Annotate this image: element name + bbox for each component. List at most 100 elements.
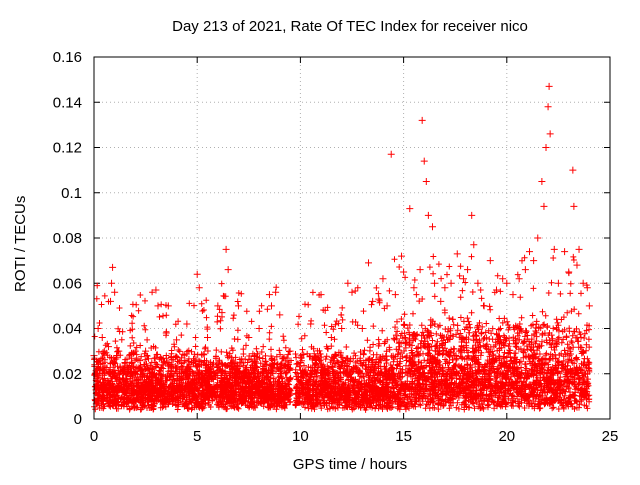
data-point [468,211,476,219]
data-point [400,268,408,276]
data-point [111,288,119,296]
data-point [410,284,418,292]
data-point [369,297,377,305]
data-point [499,275,507,283]
data-point [224,266,232,274]
data-point [526,248,534,256]
x-tick-label: 10 [292,428,309,445]
y-tick-label: 0.14 [53,94,82,111]
data-point [509,291,517,299]
data-point [486,257,494,265]
data-point-cloud [91,253,593,413]
data-point [550,245,558,253]
grid [94,57,610,419]
data-point-spikes [91,253,591,377]
data-point [534,234,542,242]
data-point [109,263,117,271]
data-point [569,166,577,174]
data-point [406,205,414,213]
data-point [530,257,538,265]
data-point [441,284,449,292]
data-point [515,275,523,283]
data-point [542,144,550,151]
data-point [538,177,546,185]
chart-title: Day 213 of 2021, Rate Of TEC Index for r… [172,18,528,35]
data-point [585,302,593,310]
data-point [327,334,335,342]
data-point [94,325,102,332]
data-point [193,270,201,278]
y-tick-label: 0.08 [53,230,82,247]
data-point [544,103,552,111]
y-tick-label: 0.12 [53,140,82,157]
data-point [98,334,106,342]
data-point [420,157,428,165]
data-point [272,288,280,296]
data-point [358,325,366,332]
y-tick-label: 0.02 [53,366,82,383]
data-point [459,275,467,283]
data-point [579,279,587,287]
data-point [234,302,242,310]
data-point [422,177,430,185]
data-point [561,248,569,256]
x-tick-label: 5 [193,428,201,445]
data-point [379,275,387,283]
x-tick-label: 25 [602,428,619,445]
data-point [447,279,455,287]
data-point [521,266,529,274]
data-point [464,266,472,274]
data-point [255,325,263,332]
data-point [108,279,116,287]
x-axis-label: GPS time / hours [292,456,408,473]
data-point [268,302,276,310]
data-point [152,286,160,294]
x-tick-label: 15 [395,428,412,445]
y-tick-label: 0.16 [53,49,82,66]
data-point [338,325,346,332]
data-point [431,279,439,287]
data-point [424,211,432,219]
data-points [90,82,593,413]
plot-frame [93,56,611,420]
y-tick-label: 0.04 [53,321,82,338]
data-point [428,223,436,231]
data-point [545,82,553,90]
data-point [573,261,581,269]
data-point [375,295,383,303]
data-point [503,279,511,287]
y-tick-label: 0 [74,411,82,428]
data-point [265,291,273,299]
y-tick-label: 0.06 [53,275,82,292]
data-point [474,279,482,287]
y-tick-label: 0.1 [61,185,82,202]
data-point [365,259,373,267]
data-point [470,241,478,249]
data-point [183,320,191,328]
data-point [453,250,461,258]
data-point [416,266,424,274]
y-axis-label: ROTI / TECUs [12,195,29,292]
data-point [391,291,399,299]
data-point [154,302,162,310]
data-point [348,288,356,296]
data-point [214,302,222,310]
data-point [418,116,426,124]
data-point [173,336,181,344]
data-point [222,245,230,253]
data-point [570,202,578,210]
x-tick-label: 0 [90,428,98,445]
data-point [245,334,253,342]
data-point [195,284,203,292]
data-point [344,279,352,287]
data-point [276,311,284,319]
data-point [554,279,562,287]
data-point [387,150,395,158]
data-point [437,297,445,305]
data-point [204,334,212,342]
data-point [540,202,548,210]
data-point [546,130,554,138]
x-tick-label: 20 [498,428,515,445]
